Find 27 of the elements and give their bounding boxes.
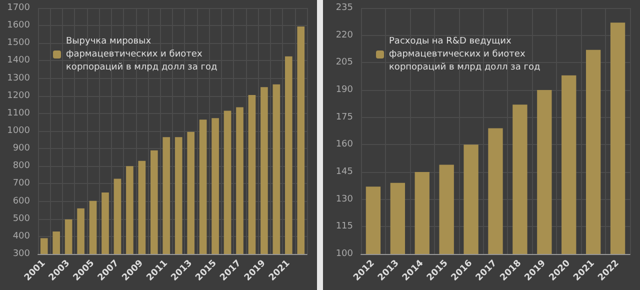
y-tick-label: 600 <box>12 196 30 206</box>
y-tick-label: 1000 <box>7 126 30 136</box>
y-tick-label: 1600 <box>7 20 30 31</box>
y-tick-label: 700 <box>12 178 30 189</box>
y-tick-label: 500 <box>12 214 30 224</box>
legend-label: Выручка мировых фармацевтических и биотех корпораций в млрд долл за год <box>66 36 218 72</box>
y-tick-label: 900 <box>12 144 30 154</box>
y-tick-label: 190 <box>336 85 354 95</box>
legend-label: Расходы на R&D ведущих фармацевтических и биотех корпораций в млрд долл за год <box>389 36 540 72</box>
y-tick-label: 130 <box>336 194 354 204</box>
y-tick-label: 1400 <box>7 56 30 66</box>
y-tick-label: 205 <box>336 58 353 68</box>
y-tick-label: 235 <box>336 3 353 13</box>
y-tick-label: 1700 <box>7 3 30 13</box>
y-tick-label: 1300 <box>7 73 30 84</box>
y-tick-label: 175 <box>336 112 353 122</box>
y-tick-label: 300 <box>12 249 30 259</box>
y-tick-label: 1500 <box>7 38 30 48</box>
y-tick-label: 160 <box>336 140 354 150</box>
y-tick-label: 400 <box>12 231 30 242</box>
y-tick-label: 145 <box>336 167 353 177</box>
y-tick-label: 115 <box>336 222 353 232</box>
y-tick-label: 1200 <box>7 90 30 101</box>
y-tick-label: 100 <box>336 249 354 259</box>
y-tick-label: 800 <box>12 161 30 172</box>
y-tick-label: 220 <box>336 30 354 40</box>
y-tick-label: 1100 <box>7 108 30 118</box>
